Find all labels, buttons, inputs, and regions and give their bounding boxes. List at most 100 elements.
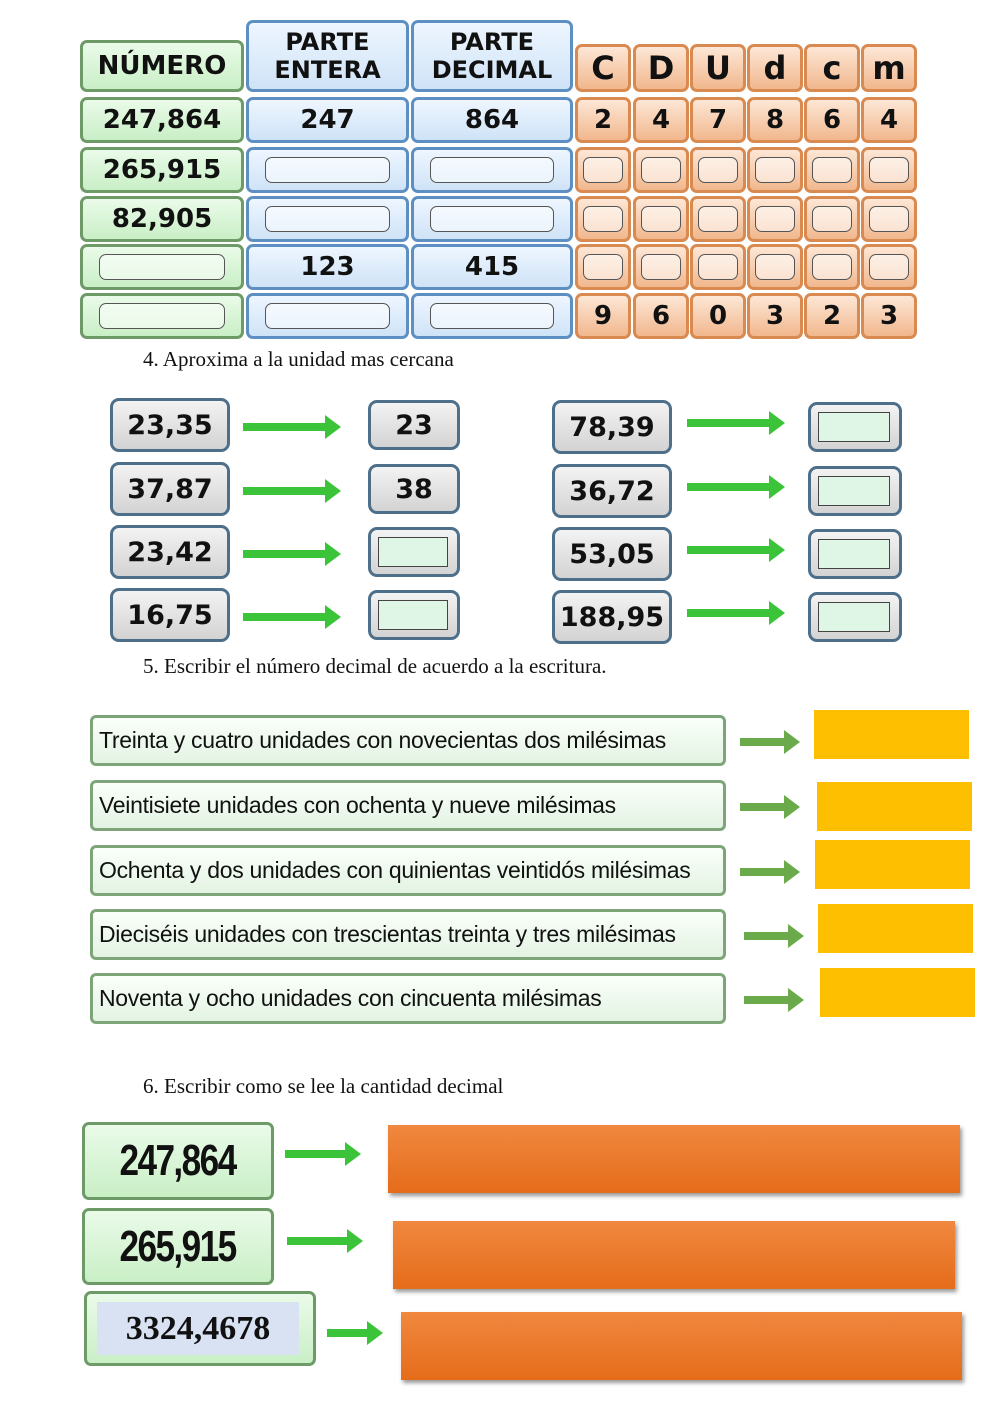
answer-input[interactable] <box>812 157 852 183</box>
answer-input[interactable] <box>869 254 909 280</box>
rounding-answer[interactable] <box>808 592 902 642</box>
answer-input[interactable] <box>264 157 391 183</box>
arrow-icon <box>740 860 800 884</box>
table-cell-digit[interactable] <box>575 147 631 193</box>
header-digit: D <box>633 44 689 92</box>
answer-input[interactable] <box>818 411 891 443</box>
table-cell-digit: 9 <box>575 293 631 339</box>
table-cell-decimal[interactable] <box>411 196 573 242</box>
answer-input[interactable] <box>264 303 391 329</box>
answer-input[interactable] <box>583 254 623 280</box>
table-cell-digit[interactable] <box>861 244 917 290</box>
table-cell-decimal: 864 <box>411 97 573 143</box>
arrow-icon <box>687 411 785 435</box>
header-digit: U <box>690 44 746 92</box>
rounding-answer[interactable] <box>808 466 902 516</box>
arrow-icon <box>687 475 785 499</box>
table-cell-decimal[interactable] <box>411 147 573 193</box>
decimal-answer-box[interactable] <box>814 710 969 759</box>
section-5-title: 5. Escribir el número decimal de acuerdo… <box>143 654 607 678</box>
answer-input[interactable] <box>698 254 738 280</box>
table-cell-numero[interactable] <box>80 293 244 339</box>
table-cell-numero[interactable] <box>80 244 244 290</box>
rounding-answer[interactable] <box>808 529 902 579</box>
table-cell-digit[interactable] <box>690 147 746 193</box>
decimal-answer-box[interactable] <box>815 840 970 889</box>
answer-input[interactable] <box>818 475 891 507</box>
rounding-number: 23,35 <box>110 398 230 452</box>
answer-input[interactable] <box>698 157 738 183</box>
answer-input[interactable] <box>641 206 681 232</box>
answer-input[interactable] <box>641 254 681 280</box>
answer-input[interactable] <box>429 206 555 232</box>
table-cell-digit[interactable] <box>690 244 746 290</box>
arrow-icon <box>285 1142 361 1166</box>
arrow-icon <box>687 538 785 562</box>
written-number-text: Ochenta y dos unidades con quinientas ve… <box>90 845 726 896</box>
answer-input[interactable] <box>429 303 555 329</box>
table-cell-digit[interactable] <box>633 196 689 242</box>
table-cell-digit[interactable] <box>747 147 803 193</box>
answer-input[interactable] <box>429 157 555 183</box>
rounding-answer[interactable] <box>808 402 902 452</box>
section-6-title: 6. Escribir como se lee la cantidad deci… <box>143 1074 504 1098</box>
table-cell-digit[interactable] <box>804 147 860 193</box>
reading-answer-box[interactable] <box>388 1125 960 1193</box>
table-cell-digit[interactable] <box>575 196 631 242</box>
answer-input[interactable] <box>812 206 852 232</box>
table-cell-digit[interactable] <box>747 244 803 290</box>
arrow-icon <box>740 795 800 819</box>
decimal-answer-box[interactable] <box>817 782 972 831</box>
answer-input[interactable] <box>98 303 226 329</box>
table-cell-entera[interactable] <box>246 196 409 242</box>
rounding-answer: 38 <box>368 464 460 514</box>
answer-input[interactable] <box>377 599 449 631</box>
answer-input[interactable] <box>698 206 738 232</box>
answer-input[interactable] <box>264 206 391 232</box>
answer-input[interactable] <box>98 254 226 280</box>
table-cell-digit[interactable] <box>747 196 803 242</box>
written-number-text: Noventa y ocho unidades con cincuenta mi… <box>90 973 726 1024</box>
answer-input[interactable] <box>641 157 681 183</box>
table-cell-entera[interactable] <box>246 293 409 339</box>
table-cell-digit[interactable] <box>690 196 746 242</box>
table-cell-digit[interactable] <box>633 147 689 193</box>
rounding-answer[interactable] <box>368 590 460 640</box>
reading-answer-box[interactable] <box>401 1312 962 1380</box>
arrow-icon <box>243 605 341 629</box>
table-cell-numero: 82,905 <box>80 196 244 242</box>
table-cell-digit[interactable] <box>804 244 860 290</box>
answer-input[interactable] <box>818 601 891 633</box>
section-4-title: 4. Aproxima a la unidad mas cercana <box>143 347 454 371</box>
decimal-answer-box[interactable] <box>818 904 973 953</box>
answer-input[interactable] <box>869 206 909 232</box>
rounding-answer[interactable] <box>368 527 460 577</box>
table-cell-digit[interactable] <box>633 244 689 290</box>
table-cell-entera[interactable] <box>246 147 409 193</box>
table-cell-digit: 2 <box>575 97 631 143</box>
table-cell-digit: 6 <box>633 293 689 339</box>
written-number-text: Treinta y cuatro unidades con novecienta… <box>90 715 726 766</box>
table-cell-digit: 0 <box>690 293 746 339</box>
answer-input[interactable] <box>583 206 623 232</box>
reading-answer-box[interactable] <box>393 1221 955 1289</box>
decimal-answer-box[interactable] <box>820 968 975 1017</box>
table-cell-digit[interactable] <box>804 196 860 242</box>
answer-input[interactable] <box>377 536 449 568</box>
answer-input[interactable] <box>818 538 891 570</box>
answer-input[interactable] <box>869 157 909 183</box>
header-digit: d <box>747 44 803 92</box>
number-value: 265,915 <box>119 1221 238 1271</box>
table-cell-decimal[interactable] <box>411 293 573 339</box>
answer-input[interactable] <box>812 254 852 280</box>
table-cell-digit[interactable] <box>861 196 917 242</box>
arrow-icon <box>287 1229 363 1253</box>
answer-input[interactable] <box>755 254 795 280</box>
table-cell-digit[interactable] <box>575 244 631 290</box>
table-cell-digit[interactable] <box>861 147 917 193</box>
answer-input[interactable] <box>755 206 795 232</box>
number-box: 265,915 <box>82 1208 274 1285</box>
answer-input[interactable] <box>583 157 623 183</box>
answer-input[interactable] <box>755 157 795 183</box>
